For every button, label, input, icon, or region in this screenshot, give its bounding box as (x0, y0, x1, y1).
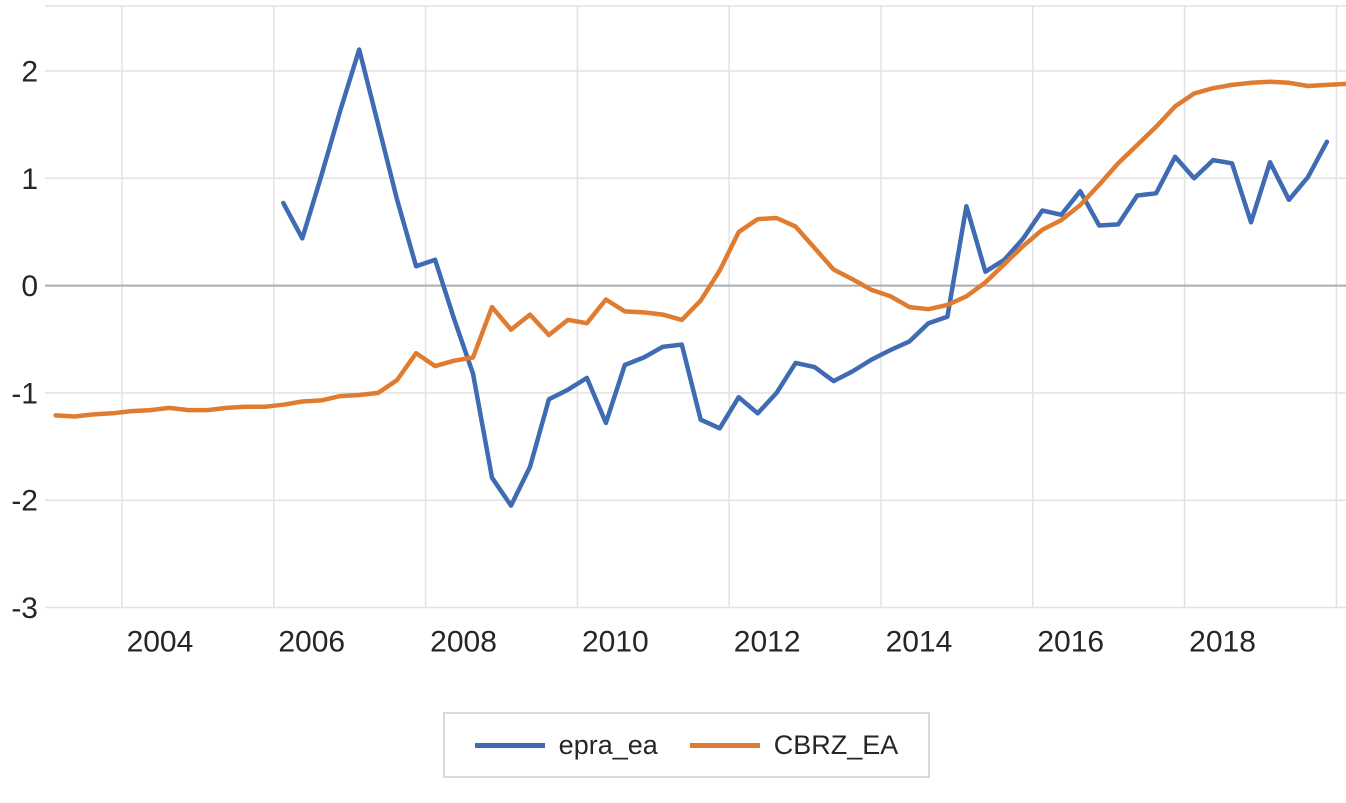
y-tick-label: -1 (11, 377, 38, 410)
legend-item-epra-ea[interactable]: epra_ea (474, 729, 658, 760)
legend-label-epra-ea: epra_ea (558, 729, 658, 760)
y-tick-label: 0 (21, 270, 38, 303)
legend-label-cbrz-ea: CBRZ_EA (773, 729, 899, 760)
x-tick-label: 2008 (430, 626, 497, 659)
y-tick-label: 2 (21, 56, 38, 89)
y-tick-label: -3 (11, 592, 38, 625)
y-tick-label: -2 (11, 485, 38, 518)
x-tick-label: 2016 (1037, 626, 1104, 659)
legend-item-cbrz-ea[interactable]: CBRZ_EA (689, 729, 899, 760)
series-line-epra_ea (281, 47, 1330, 508)
x-tick-label: 2006 (278, 626, 345, 659)
legend-swatch-cbrz-ea (689, 742, 760, 748)
legend: epra_ea CBRZ_EA (443, 712, 930, 778)
legend-swatch-epra-ea (474, 742, 545, 748)
y-tick-label: 1 (21, 163, 38, 196)
x-tick-label: 2018 (1189, 626, 1256, 659)
x-tick-label: 2004 (127, 626, 194, 659)
x-tick-label: 2014 (886, 626, 953, 659)
series-line-CBRZ_EA (53, 79, 1346, 419)
x-tick-label: 2012 (734, 626, 801, 659)
x-tick-label: 2010 (582, 626, 649, 659)
